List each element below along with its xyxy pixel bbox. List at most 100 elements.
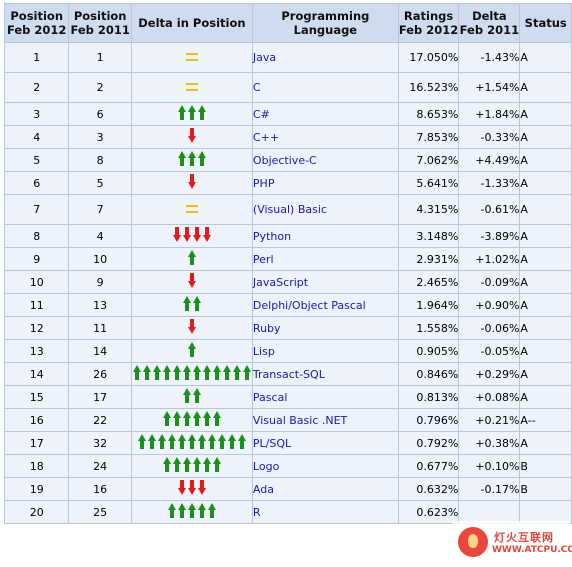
arrow-up-icon	[212, 457, 221, 472]
arrow-up-icon	[162, 365, 171, 380]
language-link[interactable]: Perl	[251, 247, 399, 271]
trend-indicator	[187, 128, 197, 143]
position-2011-cell: 5	[68, 171, 132, 195]
rating-cell: 0.623%	[397, 500, 460, 524]
position-2012-cell: 18	[3, 454, 70, 478]
position-2011-cell: 2	[68, 72, 132, 103]
status-cell	[519, 500, 572, 524]
header-ratings[interactable]: Ratings Feb 2012	[397, 3, 460, 43]
language-link[interactable]: Logo	[251, 454, 399, 478]
delta-cell: +0.90%	[458, 293, 521, 317]
arrow-up-icon	[212, 365, 221, 380]
rating-cell: 4.315%	[397, 194, 460, 225]
arrow-up-icon	[207, 503, 216, 518]
table-row: 8 4 Python 3.148% -3.89% A	[3, 224, 572, 248]
trend-indicator	[137, 434, 247, 449]
language-link[interactable]: Visual Basic .NET	[251, 408, 399, 432]
arrow-up-icon	[157, 434, 166, 449]
arrow-up-icon	[192, 411, 201, 426]
position-2011-cell: 8	[68, 148, 132, 172]
delta-position-cell	[130, 270, 253, 294]
arrow-up-icon	[197, 434, 206, 449]
position-2012-cell: 11	[3, 293, 70, 317]
rating-cell: 0.813%	[397, 385, 460, 409]
delta-position-cell	[130, 431, 253, 455]
status-cell: A	[519, 171, 572, 195]
language-link[interactable]: Delphi/Object Pascal	[251, 293, 399, 317]
delta-position-cell	[130, 72, 253, 103]
arrow-up-icon	[187, 503, 196, 518]
arrow-up-icon	[207, 434, 216, 449]
delta-position-cell	[130, 148, 253, 172]
arrow-up-icon	[172, 457, 181, 472]
header-delta[interactable]: Delta Feb 2011	[458, 3, 521, 43]
arrow-up-icon	[187, 151, 196, 166]
status-cell: B	[519, 477, 572, 501]
arrow-up-icon	[152, 365, 161, 380]
header-delta-position[interactable]: Delta in Position	[130, 3, 253, 43]
header-programming-language[interactable]: Programming Language	[251, 3, 399, 43]
arrow-up-icon	[192, 388, 201, 403]
language-link[interactable]: Transact-SQL	[251, 362, 399, 386]
rating-cell: 16.523%	[397, 72, 460, 103]
delta-cell: +0.38%	[458, 431, 521, 455]
language-link[interactable]: PL/SQL	[251, 431, 399, 455]
header-position-2012[interactable]: Position Feb 2012	[3, 3, 70, 43]
delta-cell: +1.02%	[458, 247, 521, 271]
position-2012-cell: 14	[3, 362, 70, 386]
language-link[interactable]: Ada	[251, 477, 399, 501]
table-row: 7 7 (Visual) Basic 4.315% -0.61% A	[3, 194, 572, 225]
arrow-down-icon	[197, 480, 206, 495]
language-link[interactable]: C++	[251, 125, 399, 149]
table-row: 17 32 PL/SQL 0.792% +0.38% A	[3, 431, 572, 455]
delta-cell: -1.43%	[458, 42, 521, 73]
arrow-up-icon	[187, 342, 196, 357]
position-2011-cell: 10	[68, 247, 132, 271]
position-2012-cell: 7	[3, 194, 70, 225]
delta-cell: -0.09%	[458, 270, 521, 294]
arrow-up-icon	[202, 365, 211, 380]
table-row: 13 14 Lisp 0.905% -0.05% A	[3, 339, 572, 363]
arrow-up-icon	[162, 411, 171, 426]
arrow-up-icon	[177, 434, 186, 449]
arrow-up-icon	[192, 457, 201, 472]
table-row: 4 3 C++ 7.853% -0.33% A	[3, 125, 572, 149]
table-row: 11 13 Delphi/Object Pascal 1.964% +0.90% A	[3, 293, 572, 317]
arrow-down-icon	[172, 227, 181, 242]
position-2011-cell: 16	[68, 477, 132, 501]
arrow-up-icon	[177, 151, 186, 166]
arrow-down-icon	[187, 128, 196, 143]
language-link[interactable]: Java	[251, 42, 399, 73]
language-link[interactable]: R	[251, 500, 399, 524]
language-link[interactable]: C	[251, 72, 399, 103]
position-2011-cell: 9	[68, 270, 132, 294]
language-link[interactable]: (Visual) Basic	[251, 194, 399, 225]
trend-indicator	[182, 388, 202, 403]
language-link[interactable]: JavaScript	[251, 270, 399, 294]
rating-cell: 0.796%	[397, 408, 460, 432]
language-link[interactable]: Objective-C	[251, 148, 399, 172]
position-2012-cell: 6	[3, 171, 70, 195]
arrow-up-icon	[172, 365, 181, 380]
arrow-down-icon	[187, 174, 196, 189]
arrow-down-icon	[182, 227, 191, 242]
arrow-up-icon	[182, 411, 191, 426]
rating-cell: 0.792%	[397, 431, 460, 455]
table-row: 12 11 Ruby 1.558% -0.06% A	[3, 316, 572, 340]
rating-cell: 3.148%	[397, 224, 460, 248]
position-2011-cell: 22	[68, 408, 132, 432]
delta-cell: -1.33%	[458, 171, 521, 195]
delta-cell: -0.17%	[458, 477, 521, 501]
language-link[interactable]: Ruby	[251, 316, 399, 340]
language-link[interactable]: PHP	[251, 171, 399, 195]
rating-cell: 2.465%	[397, 270, 460, 294]
delta-cell: +1.54%	[458, 72, 521, 103]
language-link[interactable]: Lisp	[251, 339, 399, 363]
position-2011-cell: 13	[68, 293, 132, 317]
language-link[interactable]: Pascal	[251, 385, 399, 409]
header-status[interactable]: Status	[519, 3, 572, 43]
language-link[interactable]: Python	[251, 224, 399, 248]
header-position-2011[interactable]: Position Feb 2011	[68, 3, 132, 43]
arrow-up-icon	[177, 105, 186, 120]
language-link[interactable]: C#	[251, 102, 399, 126]
